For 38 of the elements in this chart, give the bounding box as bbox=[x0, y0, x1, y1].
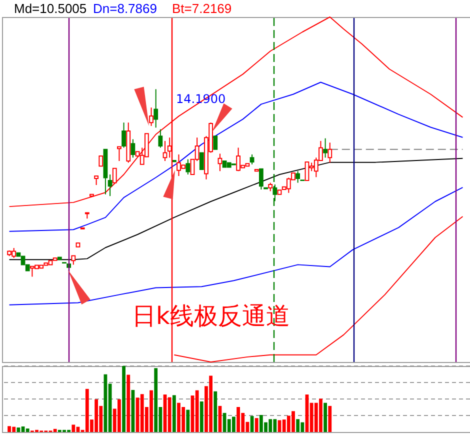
bar bbox=[328, 406, 332, 432]
candlestick bbox=[108, 174, 112, 197]
bar bbox=[200, 401, 204, 432]
bar bbox=[72, 424, 76, 432]
bar bbox=[254, 418, 258, 432]
bar bbox=[186, 410, 190, 432]
candlestick bbox=[218, 153, 222, 172]
candlestick bbox=[158, 128, 163, 148]
bar bbox=[195, 390, 199, 432]
candlestick bbox=[258, 168, 264, 190]
bar bbox=[324, 402, 328, 432]
text: Md=10.5005 bbox=[14, 1, 87, 16]
bar bbox=[53, 428, 57, 432]
candlestick bbox=[117, 146, 122, 162]
bar bbox=[126, 374, 130, 432]
text: Dn=8.7869 bbox=[93, 1, 157, 16]
bar bbox=[168, 397, 172, 432]
bar bbox=[214, 391, 218, 432]
candlestick bbox=[98, 155, 104, 167]
candlestick bbox=[213, 136, 218, 150]
candlestick bbox=[296, 170, 300, 184]
bar bbox=[154, 368, 158, 432]
candlestick bbox=[323, 138, 328, 158]
candlestick bbox=[199, 152, 204, 170]
bar bbox=[122, 366, 126, 432]
bar bbox=[26, 428, 30, 432]
candlestick bbox=[250, 154, 254, 165]
candlestick bbox=[130, 138, 136, 158]
candlestick bbox=[149, 107, 154, 126]
candlestick bbox=[112, 168, 117, 184]
candlestick bbox=[186, 158, 190, 175]
candlestick bbox=[328, 142, 332, 164]
bar bbox=[296, 419, 300, 432]
bar bbox=[172, 395, 176, 432]
candlestick bbox=[122, 122, 126, 148]
candlestick bbox=[167, 137, 172, 158]
candlestick bbox=[154, 88, 158, 128]
text: Bt=7.2169 bbox=[172, 1, 232, 16]
